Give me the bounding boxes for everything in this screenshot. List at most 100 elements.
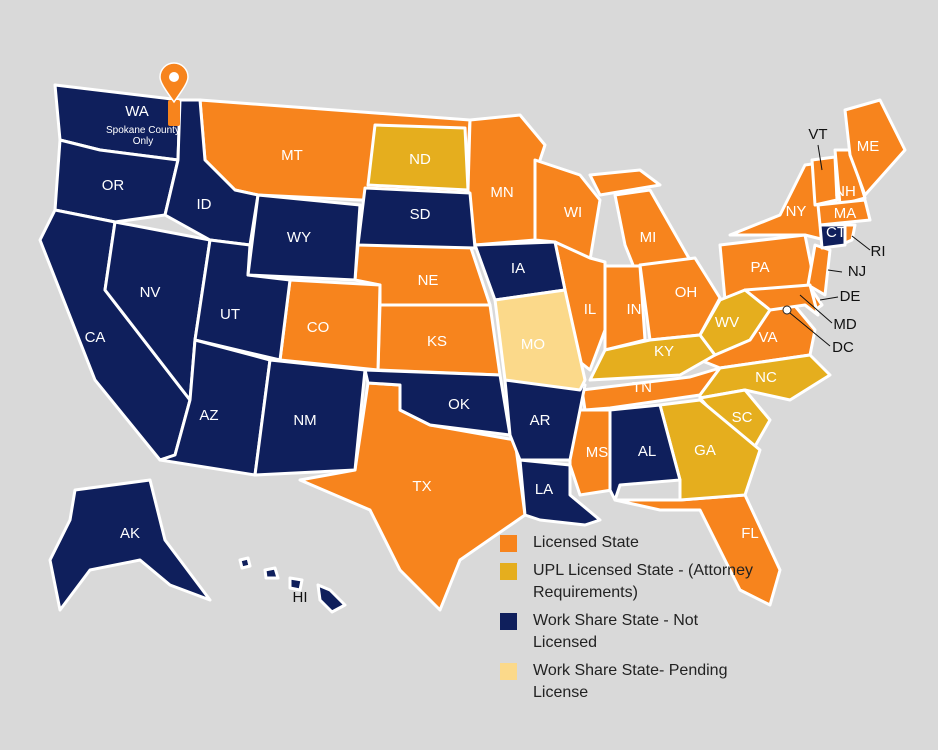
state-label: UT (220, 306, 240, 323)
legend: Licensed State UPL Licensed State - (Atto… (500, 532, 760, 710)
state-shape (518, 458, 602, 527)
state-label: SC (732, 409, 753, 426)
state-label: WI (564, 204, 582, 221)
state-shape (246, 193, 362, 282)
state-label: MN (490, 184, 513, 201)
state-label: WV (715, 314, 739, 331)
location-pin (159, 62, 189, 126)
state-label: SD (410, 206, 431, 223)
state-shape (288, 576, 304, 592)
state-label: MA (834, 205, 857, 222)
state-label: KY (654, 343, 674, 360)
state-shape (278, 278, 382, 372)
state-shape (48, 478, 212, 612)
state-label: CO (307, 319, 330, 336)
state-label: ND (409, 151, 431, 168)
state-label: DC (832, 339, 854, 356)
district-dot (782, 305, 792, 315)
legend-swatch (500, 563, 517, 580)
legend-label: UPL Licensed State - (Attorney Requireme… (533, 562, 753, 601)
state-shape (493, 288, 587, 392)
legend-item: Work Share State- Pending License (500, 660, 760, 704)
state-label: OR (102, 177, 125, 194)
state-label: PA (751, 259, 770, 276)
legend-item: Work Share State - Not Licensed (500, 610, 760, 654)
pin-marker (159, 62, 189, 104)
callout-line (817, 144, 823, 171)
state-label: OH (675, 284, 698, 301)
state-label: AL (638, 443, 656, 460)
state-shape (466, 113, 547, 247)
legend-label: Work Share State- Pending License (533, 662, 728, 701)
legend-item: Licensed State (500, 532, 760, 554)
state-label: HI (293, 589, 308, 606)
state-label: RI (871, 243, 886, 260)
legend-label: Work Share State - Not Licensed (533, 612, 699, 651)
state-label: CT (826, 224, 846, 241)
state-label: MT (281, 147, 303, 164)
state-shape (833, 148, 867, 207)
state-shape (253, 358, 367, 477)
state-label: LA (535, 481, 553, 498)
legend-swatch (500, 535, 517, 552)
pin-county (168, 100, 180, 126)
callout-line (799, 294, 833, 324)
state-shape (810, 155, 839, 207)
state-label: AZ (199, 407, 218, 424)
callout-line (827, 269, 843, 273)
state-shape (588, 168, 662, 197)
state-label: NM (293, 412, 316, 429)
state-label: VA (759, 329, 778, 346)
state-shape (316, 583, 347, 614)
state-label: MO (521, 336, 545, 353)
annotation: Spokane County Only (106, 125, 180, 147)
state-label: TN (632, 379, 652, 396)
legend-label: Licensed State (533, 534, 639, 551)
state-label: IA (511, 260, 525, 277)
legend-swatch (500, 663, 517, 680)
state-shape (843, 98, 907, 197)
legend-item: UPL Licensed State - (Attorney Requireme… (500, 560, 760, 604)
state-shape (698, 288, 772, 357)
state-label: AK (120, 525, 140, 542)
state-label: NE (418, 272, 439, 289)
state-shape (608, 403, 682, 502)
state-label: GA (694, 442, 716, 459)
state-shape (366, 123, 470, 192)
state-label: OK (448, 396, 470, 413)
state-label: MI (640, 229, 657, 246)
pin-dot (169, 72, 179, 82)
callout-line (819, 296, 839, 301)
states (38, 83, 907, 614)
state-shape (816, 198, 872, 227)
state-label: KS (427, 333, 447, 350)
state-label: IL (584, 301, 597, 318)
state-label: FL (741, 525, 759, 542)
state-label: ME (857, 138, 880, 155)
state-label: TX (412, 478, 431, 495)
state-label: IN (627, 301, 642, 318)
state-shape (818, 223, 847, 250)
state-label: VT (808, 126, 827, 143)
state-label: WA (125, 103, 149, 120)
state-label: NY (786, 203, 807, 220)
state-label: NC (755, 369, 777, 386)
state-label: MS (586, 444, 609, 461)
state-shape (363, 368, 512, 437)
state-label: DE (840, 288, 861, 305)
state-shape (263, 566, 280, 580)
state-label: NV (140, 284, 161, 301)
state-label: NJ (848, 263, 866, 280)
state-label: ID (197, 196, 212, 213)
legend-swatch (500, 613, 517, 630)
state-label: NH (834, 183, 856, 200)
state-label: WY (287, 229, 311, 246)
state-label: MD (833, 316, 856, 333)
state-label: AR (530, 412, 551, 429)
callout-line (851, 235, 871, 251)
callout-line (789, 312, 831, 347)
state-label: CA (85, 329, 106, 346)
state-shape (238, 556, 252, 570)
